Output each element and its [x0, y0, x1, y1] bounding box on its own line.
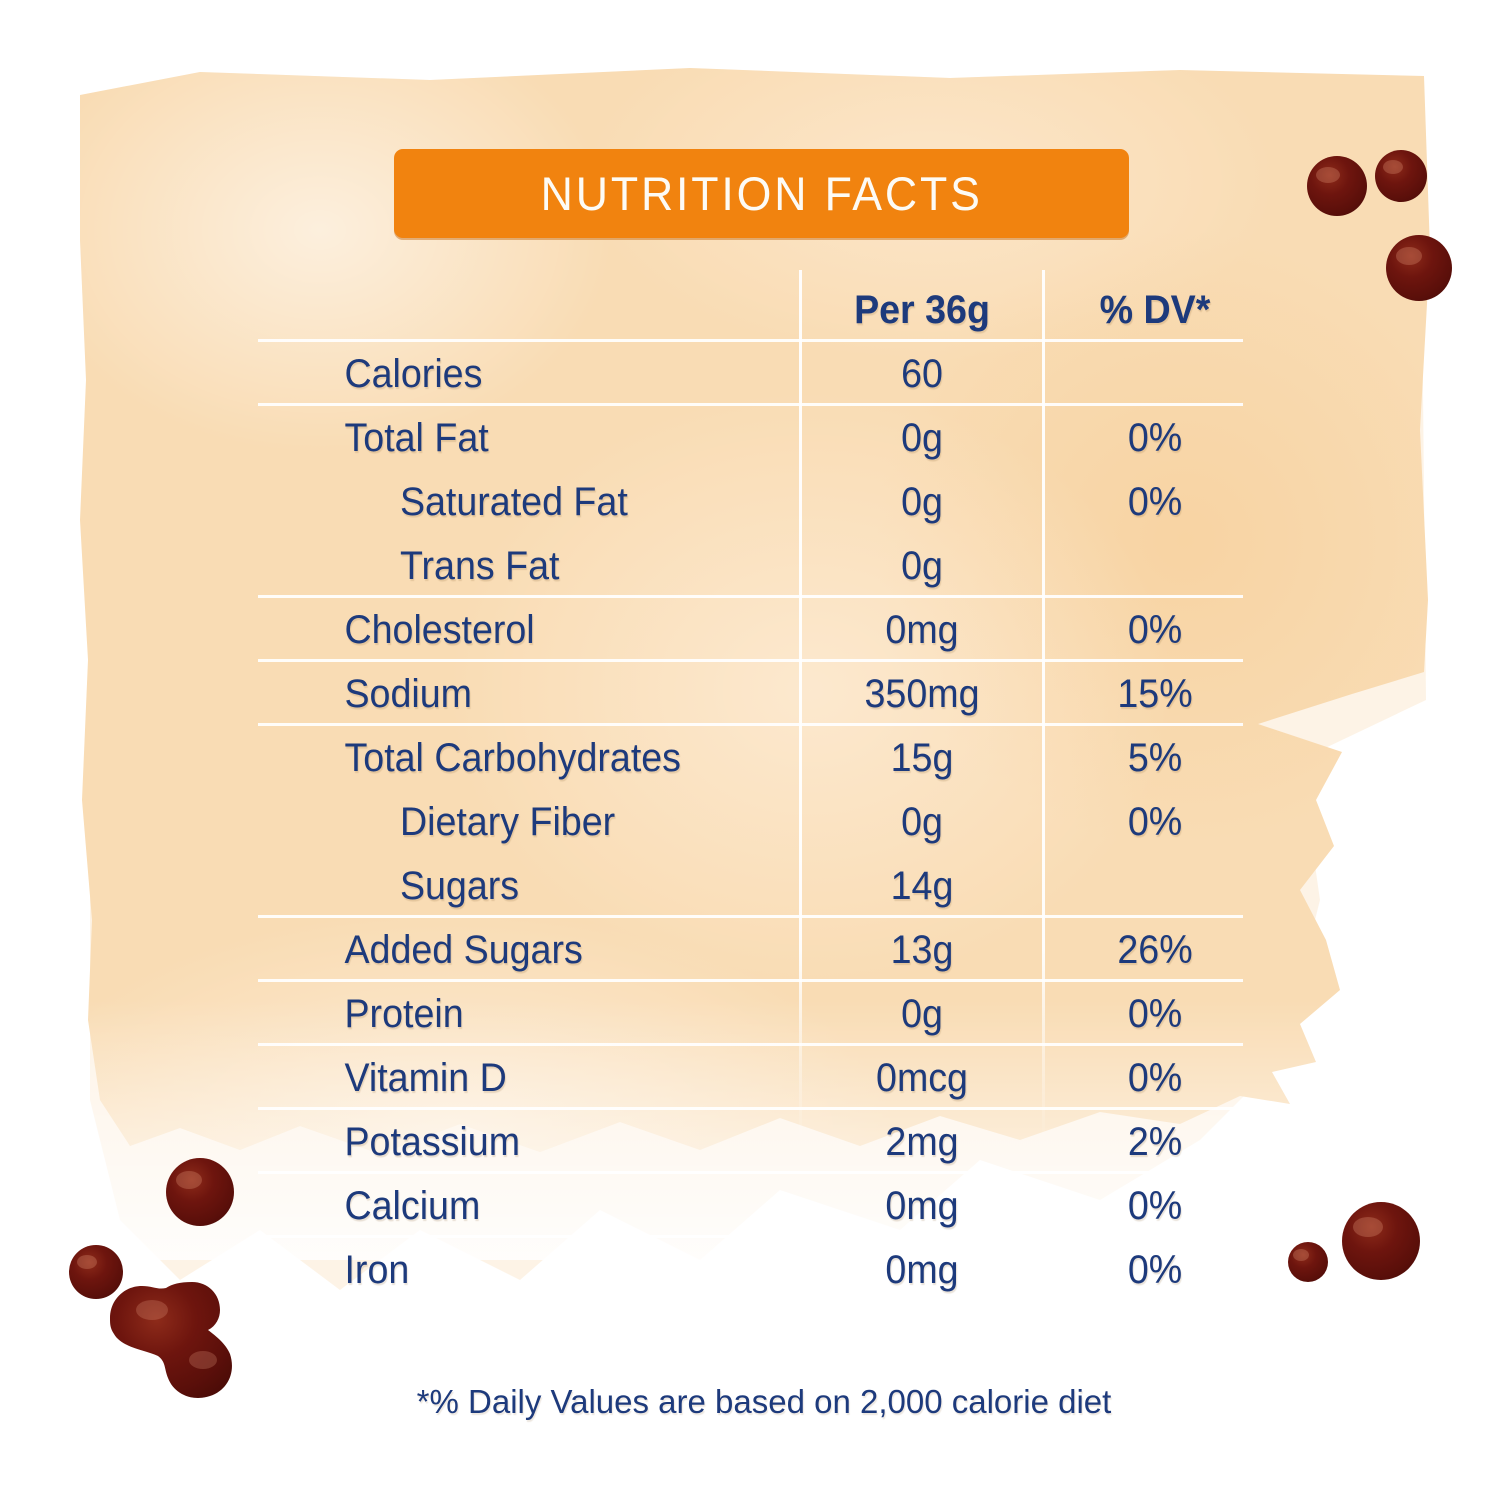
- table-row: Cholesterol 0mg 0%: [258, 598, 1243, 662]
- table-row: Total Carbohydrates 15g 5%: [258, 726, 1243, 790]
- nutrient-amount: 0mg: [885, 1184, 959, 1228]
- nutrient-label: Saturated Fat: [399, 480, 628, 524]
- nutrient-dv: 26%: [1117, 928, 1193, 972]
- nutrient-dv: 0%: [1127, 1248, 1183, 1292]
- table-row: Calcium 0mg 0%: [258, 1174, 1243, 1238]
- column-header-per-serving: Per 36g: [854, 288, 990, 332]
- nutrient-dv: [1061, 342, 1249, 406]
- nutrient-label: Total Carbohydrates: [344, 736, 681, 780]
- nutrition-table: Per 36g % DV* Calories 60 Total Fat 0g 0% Sat…: [258, 270, 1243, 1302]
- nutrient-dv: 0%: [1127, 608, 1183, 652]
- nutrient-amount: 14g: [890, 864, 954, 908]
- nutrient-dv: 0%: [1127, 480, 1183, 524]
- nutrient-dv: 0%: [1127, 1184, 1183, 1228]
- title-banner: NUTRITION FACTS: [394, 149, 1129, 238]
- nutrient-dv: 2%: [1127, 1120, 1183, 1164]
- nutrient-amount: 0mg: [885, 608, 959, 652]
- table-row: Added Sugars 13g 26%: [258, 918, 1243, 982]
- nutrition-table-rows: Calories 60 Total Fat 0g 0% Saturated Fat 0g 0%…: [258, 342, 1243, 1302]
- nutrient-amount: 0g: [901, 992, 943, 1036]
- nutrient-amount: 13g: [890, 928, 954, 972]
- table-row: Saturated Fat 0g 0%: [258, 470, 1243, 534]
- nutrient-dv: 0%: [1127, 1056, 1183, 1100]
- table-row: Protein 0g 0%: [258, 982, 1243, 1046]
- nutrient-label: Protein: [344, 992, 464, 1036]
- column-header-daily-value: % DV*: [1099, 288, 1211, 332]
- nutrient-amount: 2mg: [885, 1120, 959, 1164]
- nutrient-amount: 0g: [901, 480, 943, 524]
- nutrient-amount: 0mcg: [876, 1056, 968, 1100]
- table-row: Potassium 2mg 2%: [258, 1110, 1243, 1174]
- nutrient-label: Total Fat: [344, 416, 489, 460]
- sauce-droplets-bottom-right: [1288, 1202, 1420, 1282]
- nutrient-label: Vitamin D: [344, 1056, 507, 1100]
- table-row: Dietary Fiber 0g 0%: [258, 790, 1243, 854]
- page-title: NUTRITION FACTS: [540, 167, 983, 220]
- table-row: Trans Fat 0g: [258, 534, 1243, 598]
- table-header-row: Per 36g % DV*: [258, 278, 1243, 342]
- nutrient-label: Iron: [344, 1248, 410, 1292]
- nutrient-label: Calcium: [344, 1184, 481, 1228]
- nutrient-amount: 0g: [901, 800, 943, 844]
- nutrient-amount: 15g: [890, 736, 954, 780]
- nutrient-dv: 0%: [1127, 800, 1183, 844]
- header-spacer: [258, 278, 768, 342]
- nutrient-label: Potassium: [344, 1120, 521, 1164]
- table-row: Calories 60: [258, 342, 1243, 406]
- nutrient-label: Cholesterol: [344, 608, 535, 652]
- nutrient-amount: 0g: [901, 416, 943, 460]
- nutrient-dv: 0%: [1127, 992, 1183, 1036]
- table-row: Iron 0mg 0%: [258, 1238, 1243, 1302]
- table-row: Vitamin D 0mcg 0%: [258, 1046, 1243, 1110]
- nutrient-amount: 60: [901, 352, 943, 396]
- daily-value-footnote: *% Daily Values are based on 2,000 calor…: [416, 1383, 1112, 1420]
- nutrient-dv: 0%: [1127, 416, 1183, 460]
- table-row: Sugars 14g: [258, 854, 1243, 918]
- nutrient-dv: 5%: [1127, 736, 1183, 780]
- nutrient-label: Trans Fat: [399, 544, 560, 588]
- nutrient-amount: 350mg: [864, 672, 980, 716]
- nutrient-label: Calories: [344, 352, 483, 396]
- column-divider-left: [799, 270, 802, 1142]
- nutrient-label: Sugars: [399, 864, 520, 908]
- nutrient-amount: 0mg: [885, 1248, 959, 1292]
- nutrient-dv: [1061, 534, 1249, 598]
- column-divider-right: [1042, 270, 1045, 1142]
- nutrient-amount: 0g: [901, 544, 943, 588]
- table-row: Total Fat 0g 0%: [258, 406, 1243, 470]
- table-row: Sodium 350mg 15%: [258, 662, 1243, 726]
- nutrient-label: Sodium: [344, 672, 472, 716]
- nutrient-dv: [1061, 854, 1249, 918]
- nutrient-dv: 15%: [1117, 672, 1193, 716]
- nutrient-label: Added Sugars: [344, 928, 583, 972]
- nutrient-label: Dietary Fiber: [399, 800, 616, 844]
